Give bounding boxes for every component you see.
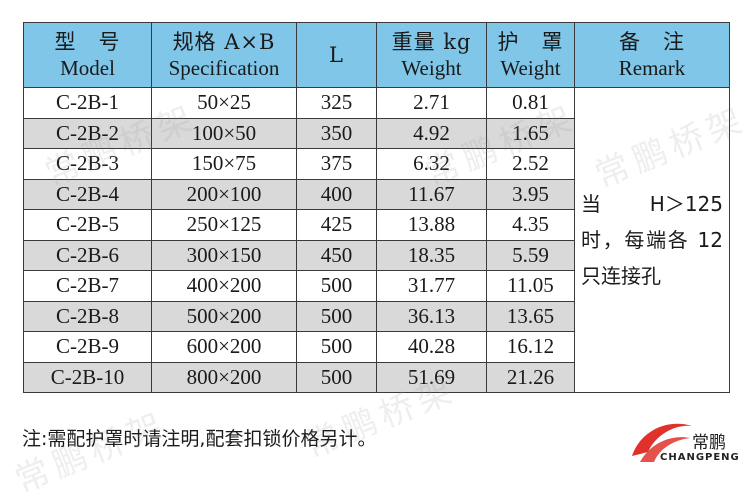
cell-model: C-2B-4 (23, 178, 152, 210)
header-model: 型 号 Model (23, 22, 152, 88)
table-row: C-2B-2 100×50 350 4.92 1.65 (23, 117, 730, 149)
cell-cover: 1.65 (486, 117, 575, 149)
cell-l: 500 (296, 300, 377, 332)
cell-l: 350 (296, 117, 377, 149)
cell-model: C-2B-10 (23, 361, 152, 393)
logo-swoosh (632, 423, 692, 456)
header-row: 型 号 Model 规格 A×B Specification L 重量 kg Weig… (23, 22, 730, 88)
cell-weight: 31.77 (376, 270, 487, 302)
cell-spec: 150×75 (151, 148, 297, 180)
cell-weight: 40.28 (376, 331, 487, 363)
header-remark: 备 注 Remark (574, 22, 730, 88)
cell-model: C-2B-2 (23, 117, 152, 149)
cell-cover: 0.81 (486, 87, 575, 119)
cell-spec: 400×200 (151, 270, 297, 302)
cell-l: 325 (296, 87, 377, 119)
cell-l: 425 (296, 209, 377, 241)
cell-weight: 51.69 (376, 361, 487, 393)
cell-cover: 2.52 (486, 148, 575, 180)
table-row: C-2B-9 600×200 500 40.28 16.12 (23, 331, 730, 363)
header-l: L (296, 22, 377, 88)
table-row: C-2B-8 500×200 500 36.13 13.65 (23, 300, 730, 332)
cell-cover: 11.05 (486, 270, 575, 302)
cell-weight: 36.13 (376, 300, 487, 332)
cell-cover: 3.95 (486, 178, 575, 210)
cell-model: C-2B-6 (23, 239, 152, 271)
cell-spec: 500×200 (151, 300, 297, 332)
cell-spec: 100×50 (151, 117, 297, 149)
cell-model: C-2B-5 (23, 209, 152, 241)
cell-cover: 13.65 (486, 300, 575, 332)
cell-cover: 21.26 (486, 361, 575, 393)
header-weight: 重量 kg Weight (376, 22, 487, 88)
cell-spec: 800×200 (151, 361, 297, 393)
cell-cover: 4.35 (486, 209, 575, 241)
cell-spec: 250×125 (151, 209, 297, 241)
logo-en: CHANGPENG (660, 452, 740, 463)
cell-cover: 16.12 (486, 331, 575, 363)
cell-model: C-2B-3 (23, 148, 152, 180)
cell-cover: 5.59 (486, 239, 575, 271)
header-spec: 规格 A×B Specification (151, 22, 297, 88)
cell-weight: 4.92 (376, 117, 487, 149)
cell-weight: 11.67 (376, 178, 487, 210)
cell-model: C-2B-7 (23, 270, 152, 302)
cell-model: C-2B-8 (23, 300, 152, 332)
cell-l: 500 (296, 361, 377, 393)
spec-table: 型 号 Model 规格 A×B Specification L 重量 kg Weig… (23, 22, 730, 393)
logo-swoosh (640, 437, 690, 462)
cell-weight: 13.88 (376, 209, 487, 241)
cell-spec: 300×150 (151, 239, 297, 271)
cell-l: 450 (296, 239, 377, 271)
changpeng-logo (632, 423, 692, 462)
cell-model: C-2B-9 (23, 331, 152, 363)
table-row: C-2B-6 300×150 450 18.35 5.59 (23, 239, 730, 271)
cell-l: 500 (296, 270, 377, 302)
header-cover: 护 罩 Weight (486, 22, 575, 88)
cell-model: C-2B-1 (23, 87, 152, 119)
remark-cell: 当 H＞125 时，每端各 12 只连接孔 (574, 87, 730, 393)
cell-spec: 600×200 (151, 331, 297, 363)
table-row: C-2B-10 800×200 500 51.69 21.26 (23, 361, 730, 393)
cell-weight: 18.35 (376, 239, 487, 271)
cell-l: 500 (296, 331, 377, 363)
cell-l: 400 (296, 178, 377, 210)
cell-l: 375 (296, 148, 377, 180)
footnote: 注:需配护罩时请注明,配套扣锁价格另计。 (22, 428, 377, 450)
logo-cn: 常鹏 (692, 433, 726, 453)
cell-spec: 200×100 (151, 178, 297, 210)
cell-weight: 2.71 (376, 87, 487, 119)
cell-spec: 50×25 (151, 87, 297, 119)
cell-weight: 6.32 (376, 148, 487, 180)
table-row: C-2B-1 50×25 325 2.71 0.81 当 H＞125 时，每端各 12 只… (23, 87, 730, 393)
